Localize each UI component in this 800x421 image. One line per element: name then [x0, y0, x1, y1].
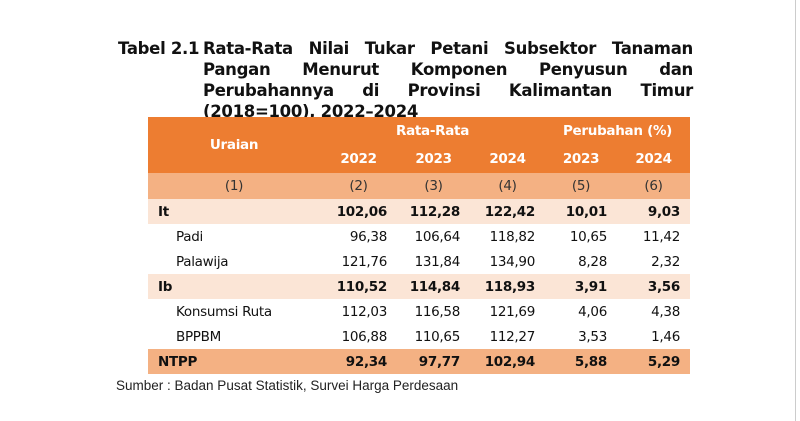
cell-value: 112,03: [341, 303, 388, 320]
table-title: Rata-Rata Nilai Tukar Petani Subsektor T…: [203, 39, 693, 121]
cell-value: 10,01: [545, 199, 617, 224]
table-row: It 102,06 112,28 122,42 10,01 9,03: [148, 199, 690, 224]
cell-value: 4,06: [578, 303, 607, 320]
row-label: Ib: [148, 274, 320, 299]
header-year: 2024: [470, 145, 545, 173]
cell-value: 102,94: [470, 349, 545, 374]
header-row-1: Uraian Rata-Rata Perubahan (%): [148, 117, 690, 173]
cell-value: 131,84: [414, 253, 461, 270]
cell-value: 110,65: [414, 328, 461, 345]
table-caption: Tabel 2.1 Rata-Rata Nilai Tukar Petani S…: [118, 38, 693, 122]
header-year: 2024: [617, 145, 690, 173]
header-rata-rata: Rata-Rata: [320, 117, 545, 145]
cell-value: 102,06: [320, 199, 397, 224]
row-label: Konsumsi Ruta: [176, 303, 272, 320]
cell-value: 5,29: [617, 349, 690, 374]
cell-value: 97,77: [397, 349, 470, 374]
cell-value: 3,53: [578, 328, 607, 345]
col-num: (2): [320, 173, 397, 199]
col-num: (3): [397, 173, 470, 199]
table-number: Tabel 2.1: [118, 39, 200, 58]
cell-value: 134,90: [489, 253, 536, 270]
row-label: Padi: [176, 228, 203, 245]
col-num: (5): [545, 173, 617, 199]
cell-value: 122,42: [470, 199, 545, 224]
cell-value: 118,93: [470, 274, 545, 299]
row-label: It: [148, 199, 320, 224]
table-row: Palawija 121,76 131,84 134,90 8,28 2,32: [148, 249, 690, 274]
cell-value: 121,69: [489, 303, 536, 320]
table-row: Padi 96,38 106,64 118,82 10,65 11,42: [148, 224, 690, 249]
cell-value: 106,88: [341, 328, 388, 345]
header-uraian: Uraian: [148, 117, 320, 173]
row-label: NTPP: [148, 349, 320, 374]
table-row: BPPBM 106,88 110,65 112,27 3,53 1,46: [148, 324, 690, 349]
header-perubahan: Perubahan (%): [545, 117, 690, 145]
ntp-table: Uraian Rata-Rata Perubahan (%) 2022 2023…: [148, 117, 690, 374]
header-row-2: 2022 2023 2024 2023 2024: [148, 145, 690, 173]
header-year: 2023: [545, 145, 617, 173]
cell-value: 106,64: [414, 228, 461, 245]
col-num: (1): [148, 173, 320, 199]
cell-value: 10,65: [569, 228, 607, 245]
header-year: 2022: [320, 145, 397, 173]
cell-value: 11,42: [642, 228, 680, 245]
column-number-row: (1) (2) (3) (4) (5) (6): [148, 173, 690, 199]
row-label: BPPBM: [176, 328, 221, 345]
cell-value: 2,32: [651, 253, 680, 270]
source-note: Sumber : Badan Pusat Statistik, Survei H…: [116, 378, 459, 393]
table-row: Ib 110,52 114,84 118,93 3,91 3,56: [148, 274, 690, 299]
cell-value: 118,82: [489, 228, 536, 245]
cell-value: 1,46: [651, 328, 680, 345]
header-year: 2023: [397, 145, 470, 173]
cell-value: 8,28: [578, 253, 607, 270]
cell-value: 92,34: [320, 349, 397, 374]
row-label: Palawija: [176, 253, 229, 270]
cell-value: 5,88: [545, 349, 617, 374]
cell-value: 3,91: [545, 274, 617, 299]
cell-value: 112,27: [489, 328, 536, 345]
cell-value: 116,58: [414, 303, 461, 320]
cell-value: 9,03: [617, 199, 690, 224]
cell-value: 121,76: [341, 253, 388, 270]
cell-value: 3,56: [617, 274, 690, 299]
table-row: Konsumsi Ruta 112,03 116,58 121,69 4,06 4,38: [148, 299, 690, 324]
col-num: (4): [470, 173, 545, 199]
col-num: (6): [617, 173, 690, 199]
page-border: [795, 0, 796, 421]
cell-value: 4,38: [651, 303, 680, 320]
cell-value: 110,52: [320, 274, 397, 299]
cell-value: 114,84: [397, 274, 470, 299]
table-row: NTPP 92,34 97,77 102,94 5,88 5,29: [148, 349, 690, 374]
cell-value: 112,28: [397, 199, 470, 224]
cell-value: 96,38: [349, 228, 387, 245]
